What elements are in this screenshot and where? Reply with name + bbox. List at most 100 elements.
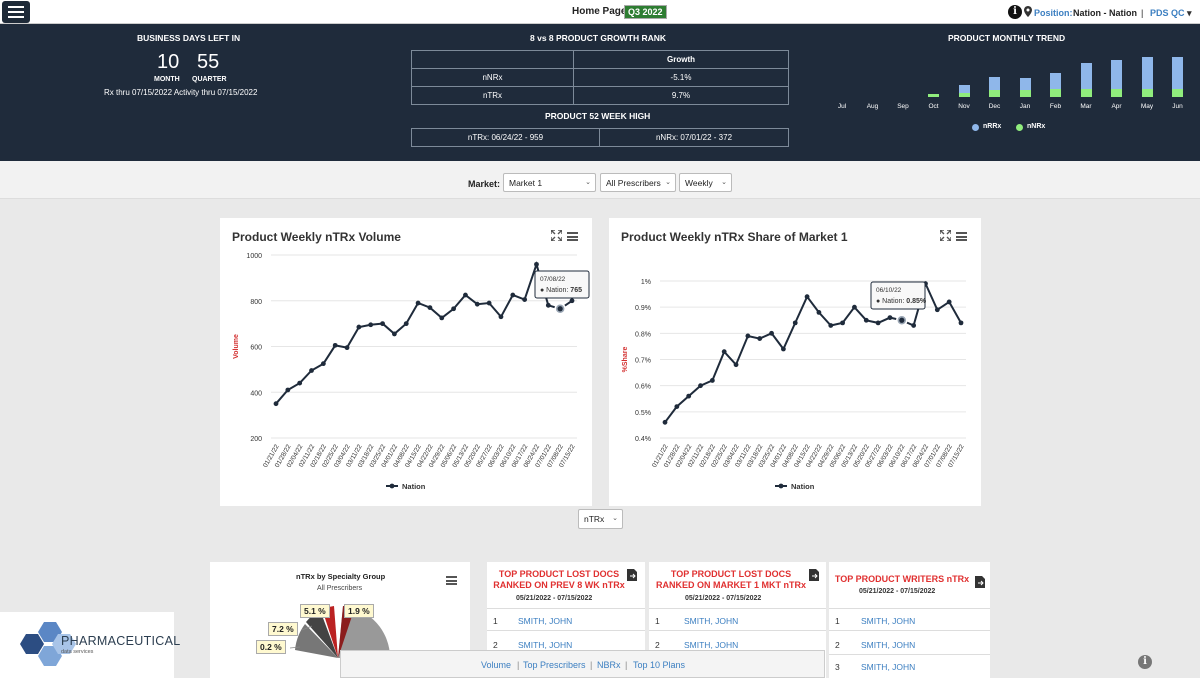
trend-bar-nnrx xyxy=(1050,89,1061,97)
business-days-title: BUSINESS DAYS LEFT IN xyxy=(137,33,241,43)
list-rank: 3 xyxy=(835,662,840,672)
week52-ntrx: nTRx: 06/24/22 - 959 xyxy=(411,128,600,147)
y-tick-label: 0.6% xyxy=(635,384,651,391)
trend-bar-nnrx xyxy=(958,92,970,97)
data-point xyxy=(427,305,433,311)
legend-nrrx-dot xyxy=(972,124,979,131)
growth-header-blank xyxy=(411,50,574,69)
pie-slice-1 xyxy=(338,605,355,658)
expand-icon[interactable] xyxy=(551,230,562,241)
trend-month-label: Mar xyxy=(1080,103,1092,110)
info-icon[interactable]: i xyxy=(1008,5,1022,19)
data-point xyxy=(510,292,516,298)
list-dates: 05/21/2022 - 07/15/2022 xyxy=(859,588,936,595)
company-logo: PHARMACEUTICAL data services xyxy=(0,612,180,678)
chart-menu-icon[interactable] xyxy=(446,576,457,585)
list-item[interactable]: SMITH, JOHN xyxy=(518,616,573,626)
y-tick-label: 0.9% xyxy=(635,305,651,312)
trend-bar-nnrx xyxy=(1111,89,1122,97)
trend-bar-nrrx xyxy=(958,84,970,93)
y-tick-label: 0.7% xyxy=(635,358,651,365)
data-point xyxy=(875,320,881,326)
list-rank: 1 xyxy=(835,616,840,626)
hexagon-logo-icon xyxy=(20,622,76,666)
chart-menu-icon[interactable] xyxy=(956,232,967,241)
y-tick-label: 600 xyxy=(250,345,262,352)
chevron-down-icon: ⌄ xyxy=(721,179,727,186)
data-point xyxy=(887,315,893,321)
data-point xyxy=(545,302,551,308)
expand-icon[interactable] xyxy=(940,230,951,241)
trend-month-label: Jun xyxy=(1172,103,1183,110)
nav-nbrx[interactable]: NBRx xyxy=(597,660,621,670)
hamburger-menu-icon[interactable] xyxy=(2,1,30,23)
week52-title: PRODUCT 52 WEEK HIGH xyxy=(545,111,651,121)
logo-sub: data services xyxy=(61,649,94,655)
y-tick-label: 1% xyxy=(641,279,651,286)
list-item[interactable]: SMITH, JOHN xyxy=(684,616,739,626)
data-point xyxy=(863,317,869,323)
divider xyxy=(829,608,990,609)
nav-top-prescribers[interactable]: Top Prescribers xyxy=(523,660,586,670)
pie-slice-2 xyxy=(322,606,338,658)
market-select[interactable]: Market 1 ⌄ xyxy=(503,173,596,192)
divider xyxy=(649,630,826,631)
export-doc-icon[interactable] xyxy=(809,569,819,581)
prescriber-select-value: All Prescribers xyxy=(606,178,661,188)
data-point xyxy=(781,346,786,352)
list-item[interactable]: SMITH, JOHN xyxy=(861,640,916,650)
position-value[interactable]: Nation - Nation xyxy=(1073,8,1137,18)
trend-month-label: Sep xyxy=(897,103,909,110)
nav-separator: | xyxy=(590,660,593,670)
monthly-trend-title: PRODUCT MONTHLY TREND xyxy=(948,33,1066,43)
pie-label: 0.2 % xyxy=(256,640,286,654)
nav-top10-plans[interactable]: Top 10 Plans xyxy=(633,660,686,670)
summary-header: BUSINESS DAYS LEFT IN 10 55 MONTH QUARTE… xyxy=(0,24,1200,161)
data-point xyxy=(733,362,739,368)
y-tick-label: 0.5% xyxy=(635,410,651,417)
info-icon[interactable]: i xyxy=(1138,655,1152,669)
user-name: PDS QC xyxy=(1150,8,1185,18)
legend-label: Nation xyxy=(402,482,426,491)
metric-select-value: nTRx xyxy=(584,514,605,524)
hover-point xyxy=(899,317,905,323)
period-select-value: Weekly xyxy=(685,178,713,188)
data-point xyxy=(804,294,810,300)
data-point xyxy=(463,292,468,298)
growth-row-label: nNRx xyxy=(411,68,574,87)
data-point xyxy=(344,345,350,351)
y-axis-label: %Share xyxy=(622,347,629,373)
trend-bar-nrrx xyxy=(989,77,1000,91)
pie-label: 5.1 % xyxy=(300,604,330,618)
market-select-value: Market 1 xyxy=(509,178,543,188)
list-item[interactable]: SMITH, JOHN xyxy=(861,616,916,626)
position-label[interactable]: Position: xyxy=(1034,8,1073,18)
data-point xyxy=(769,330,774,336)
list-rank: 2 xyxy=(835,640,840,650)
metric-select[interactable]: nTRx ⌄ xyxy=(578,509,623,529)
data-point xyxy=(946,299,952,305)
list-item[interactable]: SMITH, JOHN xyxy=(861,662,916,672)
list-item[interactable]: SMITH, JOHN xyxy=(684,640,739,650)
export-doc-icon[interactable] xyxy=(975,576,985,588)
nav-volume[interactable]: Volume xyxy=(481,660,512,670)
data-point xyxy=(332,342,338,348)
data-point xyxy=(273,401,279,407)
user-menu[interactable]: PDS QC ▾ xyxy=(1150,8,1192,19)
export-doc-icon[interactable] xyxy=(627,569,637,581)
prescriber-select[interactable]: All Prescribers ⌄ xyxy=(600,173,676,192)
data-point xyxy=(686,393,692,399)
list-item[interactable]: SMITH, JOHN xyxy=(518,640,573,650)
week52-table: nTRx: 06/24/22 - 959 nNRx: 07/01/22 - 372 xyxy=(411,128,789,147)
data-point xyxy=(840,320,845,326)
y-tick-label: 200 xyxy=(250,436,262,443)
list-dates: 05/21/2022 - 07/15/2022 xyxy=(516,595,593,602)
period-select[interactable]: Weekly ⌄ xyxy=(679,173,732,192)
chart-menu-icon[interactable] xyxy=(567,232,578,241)
growth-row-value: -5.1% xyxy=(573,68,789,87)
filter-bar: Market: Market 1 ⌄ All Prescribers ⌄ Weekl… xyxy=(0,161,1200,199)
caret-down-icon: ▾ xyxy=(1187,8,1192,18)
trend-bar-nrrx xyxy=(1080,62,1092,90)
trend-month-label: Jul xyxy=(837,103,847,110)
trend-bar-nnrx xyxy=(989,90,1000,97)
